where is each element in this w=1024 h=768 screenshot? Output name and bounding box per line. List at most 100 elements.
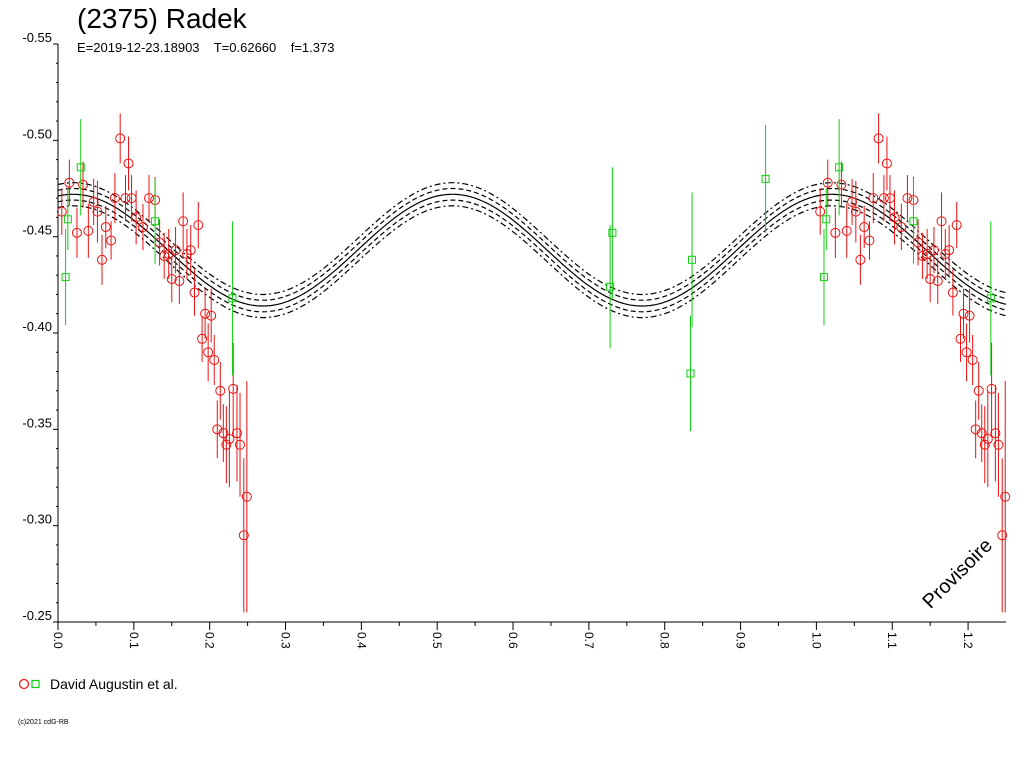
x-tick-label: 0.1: [127, 632, 141, 649]
red-circle-point: [864, 235, 875, 246]
red-circle-point: [979, 439, 990, 450]
y-tick-label: -0.50: [22, 126, 52, 141]
red-circle-point: [841, 225, 852, 236]
red-circle-point: [961, 347, 972, 358]
red-circle-point: [71, 227, 82, 238]
red-circle-point: [958, 308, 969, 319]
x-tick-label: 0.9: [734, 632, 748, 649]
y-tick-label: -0.25: [22, 608, 52, 623]
red-circle-point: [235, 439, 246, 450]
legend: David Augustin et al.: [18, 675, 178, 693]
green-square-point: [228, 294, 237, 303]
green-square-point: [835, 163, 844, 172]
green-square-point: [822, 215, 831, 224]
red-circle-point: [231, 428, 242, 439]
green-square-point: [63, 215, 72, 224]
red-circle-point: [940, 249, 951, 260]
fit-curve: [57, 193, 1007, 307]
x-tick-label: 0.6: [506, 632, 520, 649]
red-circle-point: [973, 385, 984, 396]
red-circle-point: [1000, 491, 1011, 502]
red-circle-point: [238, 530, 249, 541]
x-tick-label: 1.2: [961, 632, 975, 649]
red-circle-point: [822, 177, 833, 188]
red-circle-point: [902, 193, 913, 204]
y-tick-label: -0.40: [22, 319, 52, 334]
legend-markers: [18, 677, 44, 691]
red-circle-point: [944, 245, 955, 256]
red-circle-point: [218, 428, 229, 439]
green-square-point: [688, 255, 697, 264]
red-circle-point: [951, 220, 962, 231]
red-circle-point: [990, 428, 1001, 439]
red-circle-point: [88, 196, 99, 207]
red-circle-point: [859, 222, 870, 233]
red-circle-point: [215, 385, 226, 396]
red-circle-point: [206, 310, 217, 321]
red-circle-point: [92, 206, 103, 217]
y-tick-label: -0.35: [22, 415, 52, 430]
red-circle-point: [976, 428, 987, 439]
red-circle-point: [896, 222, 907, 233]
red-circle-point: [947, 287, 958, 298]
fit-band-outer-upper: [57, 205, 1007, 319]
x-tick-label: 0.2: [203, 632, 217, 649]
green-square-point: [819, 273, 828, 282]
green-square-point: [151, 217, 160, 226]
red-circle-point: [131, 212, 142, 223]
red-circle-point: [137, 222, 148, 233]
red-circle-point: [855, 254, 866, 265]
red-circle-point: [203, 347, 214, 358]
chart-title: (2375) Radek: [77, 3, 247, 34]
x-tick-label: 0.0: [51, 632, 65, 649]
red-circle-point: [889, 212, 900, 223]
red-circle-point: [120, 193, 131, 204]
green-square-point: [61, 273, 70, 282]
red-circle-point: [936, 216, 947, 227]
red-circle-point: [174, 275, 185, 286]
axes: -0.55 -0.50 -0.45 -0.40 -0.35 -0.30 -0.25 0.0 0.…: [22, 30, 1006, 649]
red-circle-point: [847, 196, 858, 207]
red-circle-point: [189, 287, 200, 298]
red-circle-point: [932, 275, 943, 286]
data-points: [56, 113, 1011, 613]
red-circle-point: [197, 333, 208, 344]
red-circle-point: [228, 383, 239, 394]
red-circle-point: [96, 254, 107, 265]
green-square-point: [909, 217, 918, 226]
y-tick-label: -0.30: [22, 512, 52, 527]
red-circle-point: [83, 225, 94, 236]
red-circle-point: [997, 530, 1008, 541]
x-tick-label: 0.5: [430, 632, 444, 649]
x-tick-label: 0.8: [658, 632, 672, 649]
x-tick-label: 1.1: [885, 632, 899, 649]
red-circle-point: [200, 308, 211, 319]
red-circle-point: [881, 158, 892, 169]
red-circle-point: [144, 193, 155, 204]
red-circle-point: [181, 249, 192, 260]
green-square-point: [686, 369, 695, 378]
legend-circle-square-icon: [18, 678, 40, 690]
red-circle-point: [123, 158, 134, 169]
x-tick-label: 1.0: [809, 632, 823, 649]
red-circle-point: [986, 383, 997, 394]
red-circle-point: [830, 227, 841, 238]
red-circle-point: [178, 216, 189, 227]
red-circle-point: [850, 206, 861, 217]
red-circle-point: [106, 235, 117, 246]
copyright-note: (c)2021 cdG-RB: [18, 719, 69, 726]
red-circle-point: [993, 439, 1004, 450]
red-circle-point: [185, 245, 196, 256]
red-circle-point: [873, 133, 884, 144]
green-square-point: [986, 294, 995, 303]
x-tick-label: 0.3: [279, 632, 293, 649]
fit-curve-group: [57, 182, 1007, 319]
red-circle-point: [878, 193, 889, 204]
red-circle-point: [100, 222, 111, 233]
red-circle-point: [193, 220, 204, 231]
red-circle-point: [868, 193, 879, 204]
chart-subtitle: E=2019-12-23.18903 T=0.62660 f=1.373: [77, 40, 335, 55]
red-circle-point: [209, 354, 220, 365]
red-circle-point: [64, 177, 75, 188]
